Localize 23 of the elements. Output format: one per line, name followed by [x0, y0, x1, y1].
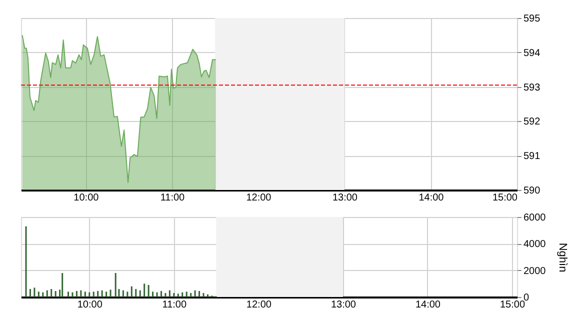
x-tick-label: 13:00 — [332, 192, 358, 204]
x-tick-label: 14:00 — [415, 300, 441, 310]
x-tick-label: 12:00 — [246, 192, 272, 204]
y-axis-title: Nghìn — [556, 242, 569, 272]
y-tick-label: 593 — [524, 82, 541, 94]
y-tick-label: 590 — [524, 186, 541, 196]
x-tick-label: 11:00 — [162, 300, 187, 310]
x-tick-label: 11:00 — [160, 192, 186, 204]
x-tick-label: 13:00 — [330, 300, 356, 310]
x-tick-label: 10:00 — [77, 300, 103, 310]
y-tick-label: 591 — [524, 151, 541, 162]
y-tick-label: 592 — [524, 116, 541, 128]
y-tick-label: 2000 — [524, 266, 546, 277]
x-tick-label: 14:00 — [418, 192, 444, 204]
x-tick-label: 15:00 — [492, 192, 518, 204]
y-tick-label: 6000 — [524, 212, 546, 224]
y-tick-label: 595 — [524, 14, 541, 24]
y-tick-label: 4000 — [524, 239, 546, 250]
y-tick-label: 594 — [524, 48, 541, 59]
x-tick-label: 10:00 — [74, 192, 100, 204]
x-tick-label: 15:00 — [500, 300, 526, 310]
y-tick-label: 0 — [524, 292, 530, 304]
x-tick-label: 12:00 — [246, 300, 272, 310]
